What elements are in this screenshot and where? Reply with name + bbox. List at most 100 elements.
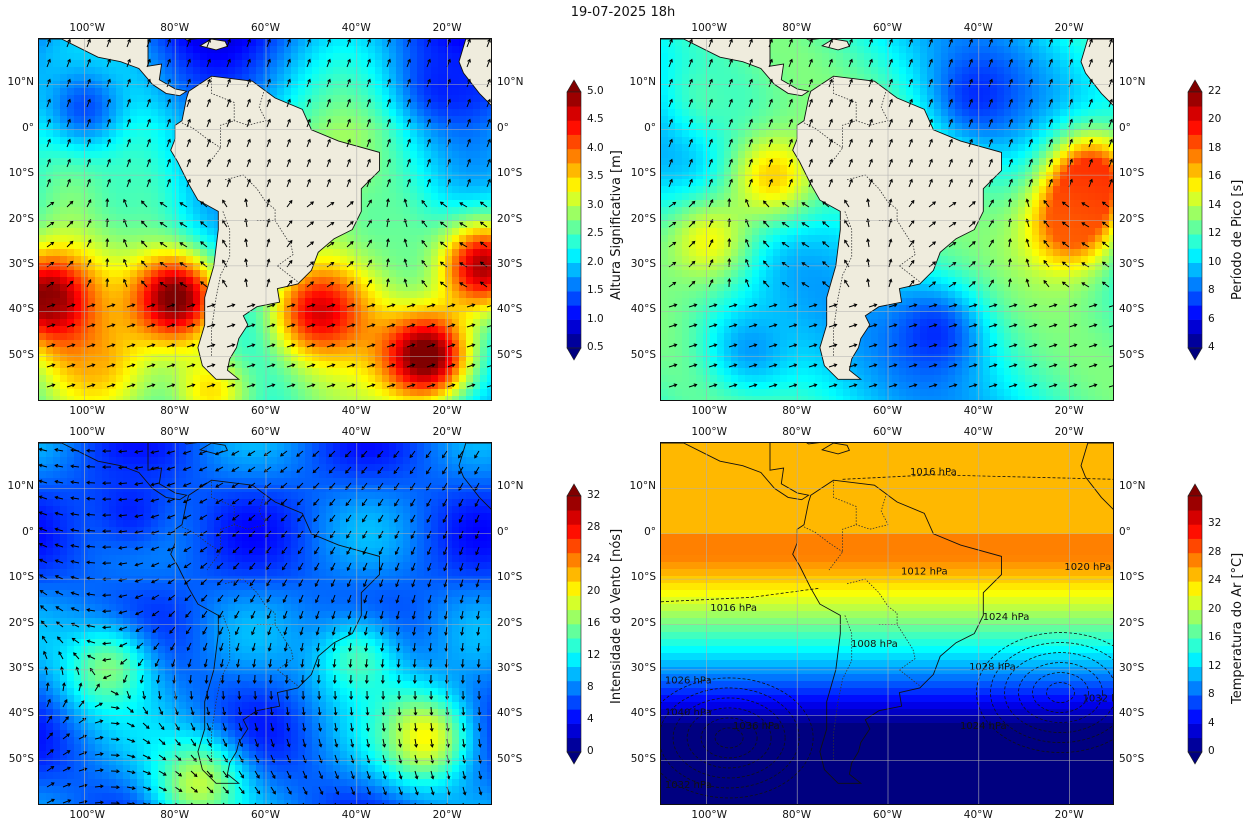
lat-tick-label: 20°S <box>497 212 523 225</box>
lon-tick-label: 20°W <box>1054 809 1084 821</box>
lat-tick-label: 50°S <box>8 348 34 361</box>
colorbar-tick-label: 8 <box>587 681 594 693</box>
colorbar-tick-label: 12 <box>587 649 601 661</box>
colorbar-tick-label: 12 <box>1208 659 1222 672</box>
lat-tick-label: 50°S <box>497 752 523 765</box>
lat-tick-label: 30°S <box>630 661 656 674</box>
lon-tick-label: 20°W <box>432 426 462 438</box>
lat-tick-label: 30°S <box>1119 661 1145 674</box>
lat-tick-label: 30°S <box>8 661 34 674</box>
colorbar-tick-label: 10 <box>1208 255 1222 268</box>
colorbar-tick-label: 16 <box>1208 631 1222 644</box>
colorbar-tick-label: 12 <box>1208 227 1222 240</box>
colorbar-tick-label: 1.5 <box>587 284 604 297</box>
colorbar-tick-label: 4.5 <box>587 113 604 126</box>
lat-tick-label: 10°N <box>7 480 34 493</box>
lon-tick-label: 60°W <box>873 22 902 34</box>
lon-tick-label: 100°W <box>691 405 728 417</box>
direction-arrows <box>668 39 1113 388</box>
colorbar-tick-label: 8 <box>1208 284 1215 297</box>
lon-tick-label: 60°W <box>251 22 280 34</box>
lon-tick-label: 60°W <box>251 809 280 821</box>
isobar-lines <box>661 474 1113 799</box>
lon-tick-label: 100°W <box>691 426 728 438</box>
lat-tick-label: 10°S <box>8 167 34 180</box>
land-layer <box>39 39 491 380</box>
map-svg: 1016 hPa 1020 hPa 1016 hPa 1024 hPa 1028 hPa… <box>661 443 1113 804</box>
colorbar-extend-min <box>1187 751 1203 765</box>
colorbar-tick-label: 20 <box>1208 602 1222 615</box>
lat-tick-label: 40°S <box>497 303 523 316</box>
colorbar-label: Intensidade do Vento [nós] <box>609 528 624 704</box>
colorbar-tick-label: 18 <box>1208 141 1222 154</box>
isobar-label: 1012 hPa <box>901 567 948 578</box>
lat-tick-label: 20°S <box>1119 616 1145 629</box>
lat-tick-label: 0° <box>644 525 656 538</box>
colorbar-label: Período de Pico [s] <box>1230 179 1245 300</box>
colorbar-tick-label: 3.5 <box>587 170 604 183</box>
colorbar-extend-max <box>1187 483 1203 497</box>
lat-tick-label: 0° <box>22 525 34 538</box>
lat-tick-label: 10°S <box>497 167 523 180</box>
lon-tick-label: 40°W <box>963 22 993 34</box>
direction-arrows <box>46 39 491 388</box>
lat-tick-label: 40°S <box>1119 707 1145 720</box>
isobar-label: 1040 hPa <box>665 707 712 718</box>
colorbar-extend-max <box>566 79 582 93</box>
colorbar-tick-label: 4 <box>1208 341 1215 353</box>
isobar-label: 1024 hPa <box>983 612 1030 623</box>
lat-tick-label: 50°S <box>630 752 656 765</box>
lat-tick-label: 0° <box>644 121 656 134</box>
colorbar-tick-label: 24 <box>1208 574 1222 587</box>
lon-tick-label: 40°W <box>341 22 371 34</box>
lat-tick-label: 0° <box>22 121 34 134</box>
colorbar-tick-label: 28 <box>587 521 601 533</box>
colorbar-wave-height <box>566 79 582 361</box>
colorbar-tick-label: 24 <box>587 553 601 565</box>
colorbar-tick-label: 4.0 <box>587 141 604 154</box>
lon-tick-label: 20°W <box>432 22 462 34</box>
lat-tick-label: 30°S <box>497 661 523 674</box>
colorbar-wind-speed <box>566 483 582 765</box>
isobar-labels: 1016 hPa 1020 hPa 1016 hPa 1024 hPa 1028 hPa… <box>665 467 1113 791</box>
graticule <box>661 39 1113 400</box>
lon-tick-label: 60°W <box>873 426 902 438</box>
lon-tick-label: 20°W <box>1054 426 1084 438</box>
lat-tick-label: 0° <box>1119 121 1131 134</box>
isobar-label: 1036 hPa <box>733 721 780 732</box>
lat-tick-label: 10°N <box>1119 480 1146 493</box>
map-svg <box>39 39 491 400</box>
lon-tick-label: 80°W <box>160 426 190 438</box>
lat-tick-label: 10°N <box>629 76 656 89</box>
map-panel-peak-period <box>660 38 1114 401</box>
lat-tick-label: 20°S <box>8 616 34 629</box>
lat-tick-label: 30°S <box>630 257 656 270</box>
isobar-label: 1026 hPa <box>665 675 712 686</box>
colorbar-tick-label: 16 <box>587 617 601 629</box>
lat-tick-label: 10°N <box>497 76 524 89</box>
lon-tick-label: 40°W <box>341 405 371 417</box>
map-panel-wind-speed <box>38 442 492 805</box>
lon-tick-label: 100°W <box>691 809 728 821</box>
colorbar-svg <box>1187 483 1203 765</box>
colorbar-tick-label: 1.0 <box>587 312 604 325</box>
lat-tick-label: 10°S <box>497 571 523 584</box>
lat-tick-label: 20°S <box>630 212 656 225</box>
isobar-label: 1032 hPa <box>665 780 712 791</box>
lat-tick-label: 40°S <box>1119 303 1145 316</box>
colorbar-tick-label: 28 <box>1208 545 1222 558</box>
lon-tick-label: 100°W <box>69 809 106 821</box>
lat-tick-label: 30°S <box>497 257 523 270</box>
lat-tick-label: 30°S <box>1119 257 1145 270</box>
lat-tick-label: 40°S <box>630 707 656 720</box>
colorbar-extend-min <box>566 751 582 765</box>
colorbar-tick-label: 14 <box>1208 198 1222 211</box>
lon-tick-label: 40°W <box>963 426 993 438</box>
lat-tick-label: 0° <box>497 121 509 134</box>
lat-tick-label: 20°S <box>1119 212 1145 225</box>
colorbar-tick-label: 0 <box>1208 745 1215 757</box>
colorbar-tick-label: 2.0 <box>587 255 604 268</box>
lat-tick-label: 40°S <box>497 707 523 720</box>
map-svg <box>39 443 491 804</box>
colorbar-tick-label: 4 <box>587 713 594 725</box>
